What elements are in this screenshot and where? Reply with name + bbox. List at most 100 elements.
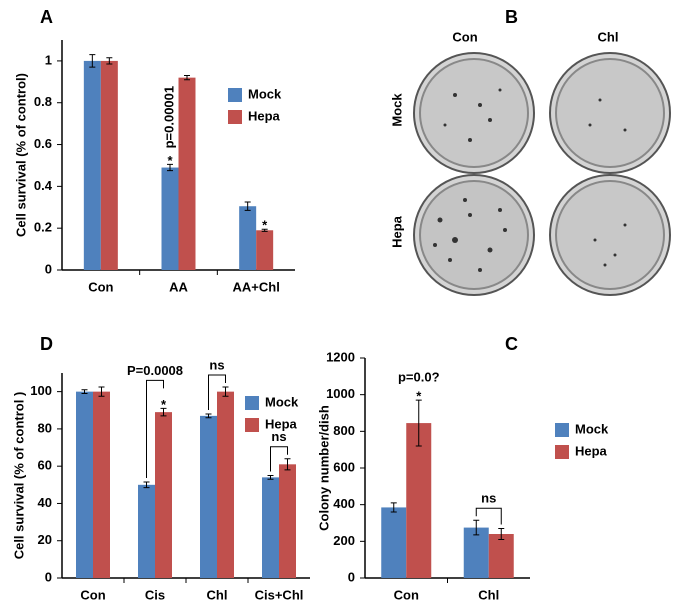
y-tick-label: 0	[348, 569, 355, 584]
legend-swatch	[245, 418, 259, 432]
panel-label: B	[505, 7, 518, 27]
p-value: p=0.0?	[398, 370, 440, 385]
legend-label: Hepa	[265, 416, 298, 431]
y-tick-label: 0.4	[34, 178, 53, 193]
bar	[138, 484, 155, 578]
y-tick-label: 0.8	[34, 94, 52, 109]
bar	[406, 423, 432, 578]
bar	[155, 412, 172, 578]
y-tick-label: 600	[333, 459, 355, 474]
error-bar	[284, 458, 291, 471]
error-bar	[261, 228, 268, 232]
p-value: p=0.00001	[161, 86, 176, 149]
y-tick-label: 800	[333, 423, 355, 438]
bar	[100, 60, 118, 271]
y-axis-label: Cell survival (% of control)	[13, 73, 28, 237]
error-bar	[98, 386, 105, 397]
error-bar	[160, 407, 167, 417]
bar	[83, 60, 101, 271]
bar	[463, 527, 489, 578]
significance-star: *	[161, 397, 167, 412]
bracket-label: ns	[481, 491, 496, 506]
column-label: Con	[452, 29, 477, 44]
y-tick-label: 0	[45, 569, 52, 584]
y-tick-label: 60	[38, 458, 52, 473]
y-tick-label: 80	[38, 420, 52, 435]
bracket	[475, 507, 502, 525]
panel-label: D	[40, 334, 53, 354]
bar	[262, 477, 279, 578]
dish	[419, 180, 529, 290]
bar	[381, 507, 407, 578]
legend-swatch	[228, 110, 242, 124]
legend-swatch	[245, 396, 259, 410]
x-tick-label: Cis+Chl	[255, 587, 304, 602]
x-tick-label: Con	[80, 587, 105, 602]
x-tick-label: Con	[88, 279, 113, 294]
y-axis-label: Colony number/dish	[316, 405, 331, 531]
y-tick-label: 200	[333, 533, 355, 548]
column-label: Chl	[598, 29, 619, 44]
significance-star: *	[262, 218, 268, 233]
y-tick-label: 1000	[326, 386, 355, 401]
bar	[239, 206, 257, 270]
error-bar	[498, 528, 505, 540]
bracket-label: ns	[209, 357, 224, 372]
x-tick-label: Cis	[145, 587, 165, 602]
y-axis-label: Cell survival (% of control )	[11, 392, 26, 560]
legend-label: Mock	[575, 421, 609, 436]
legend-label: Hepa	[248, 108, 281, 123]
y-tick-label: 0.2	[34, 220, 52, 235]
bar	[488, 534, 514, 578]
significance-star: *	[167, 153, 173, 168]
bar	[217, 391, 234, 578]
bar	[256, 230, 274, 270]
bracket	[146, 379, 164, 479]
bar	[279, 464, 296, 578]
error-bar	[473, 519, 480, 536]
legend-label: Mock	[248, 86, 282, 101]
bracket-label: ns	[271, 429, 286, 444]
colonies	[433, 88, 627, 272]
legend-swatch	[555, 423, 569, 437]
error-bar	[89, 54, 96, 68]
panel-label: A	[40, 7, 53, 27]
y-tick-label: 1	[45, 52, 52, 67]
bar	[76, 391, 93, 578]
y-tick-label: 20	[38, 532, 52, 547]
panel-label: C	[505, 334, 518, 354]
bar	[93, 391, 110, 578]
row-label: Mock	[389, 93, 404, 127]
error-bar	[267, 475, 274, 480]
error-bar	[244, 201, 251, 211]
y-tick-label: 100	[30, 383, 52, 398]
x-tick-label: Chl	[478, 587, 499, 602]
x-tick-label: Con	[394, 587, 419, 602]
legend-label: Hepa	[575, 443, 608, 458]
error-bar	[415, 399, 422, 447]
dish-images	[413, 52, 671, 296]
bar	[178, 77, 196, 271]
significance-star: *	[416, 389, 422, 404]
dish	[555, 180, 665, 290]
error-bar	[81, 389, 88, 394]
x-tick-label: Chl	[207, 587, 228, 602]
dish	[419, 58, 529, 168]
bar	[161, 167, 179, 270]
y-tick-label: 0	[45, 261, 52, 276]
bracket-label: P=0.0008	[127, 363, 183, 378]
error-bar	[143, 481, 150, 489]
x-tick-label: AA+Chl	[233, 279, 280, 294]
y-tick-label: 40	[38, 495, 52, 510]
y-tick-label: 400	[333, 496, 355, 511]
legend-swatch	[555, 445, 569, 459]
row-label: Hepa	[389, 215, 404, 248]
error-bar	[205, 413, 212, 419]
error-bar	[184, 75, 190, 81]
y-tick-label: 0.6	[34, 136, 52, 151]
bracket	[208, 374, 226, 410]
error-bar	[167, 163, 173, 172]
dish	[555, 58, 665, 168]
y-tick-label: 1200	[326, 349, 355, 364]
